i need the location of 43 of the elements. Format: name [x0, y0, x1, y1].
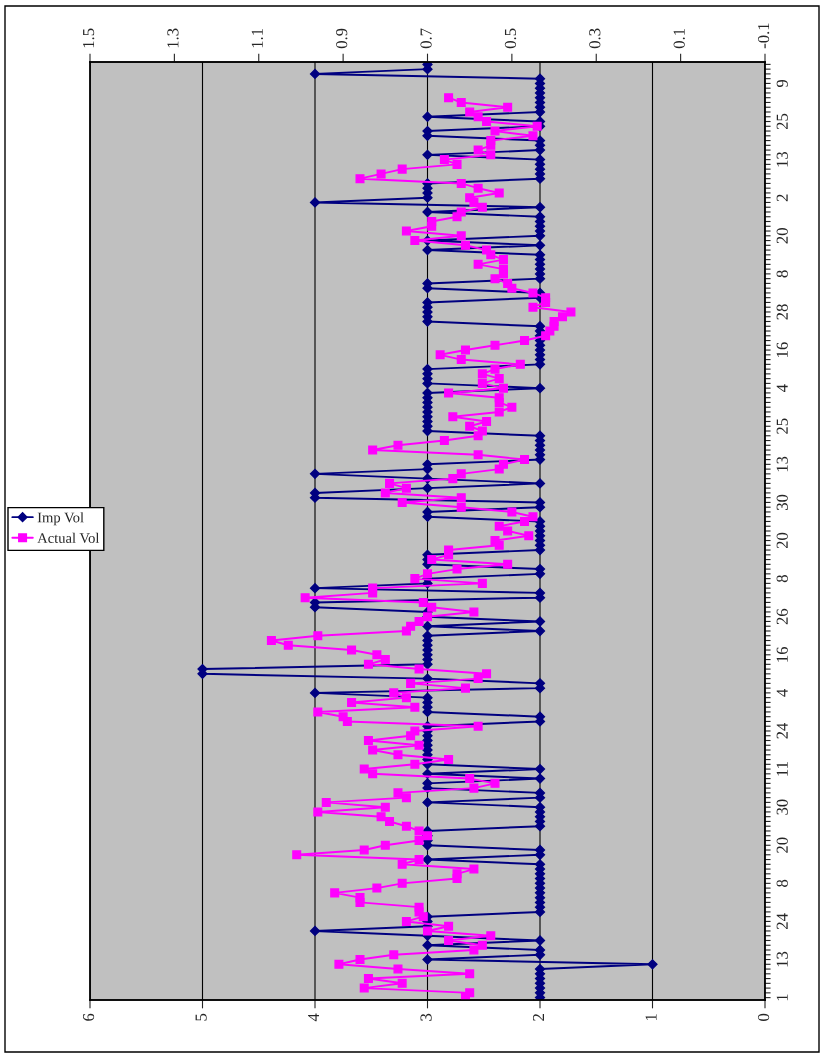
- y-tick-label: 4: [776, 384, 788, 392]
- y-tick-label: 16: [776, 342, 788, 357]
- y-tick-label: 8: [776, 879, 788, 887]
- x-tick-label: 6: [82, 1013, 95, 1021]
- y-tick-label: 11: [776, 762, 788, 776]
- x-tick-label: 0: [757, 1013, 770, 1021]
- x2-tick-label: 0.5: [504, 28, 517, 49]
- y-tick-label: 24: [776, 913, 788, 930]
- x-tick-label: 5: [195, 1013, 207, 1021]
- y-tick-label: 1: [776, 994, 788, 1001]
- x2-tick-label: -0.1: [757, 23, 770, 49]
- y-tick-label: 25: [776, 418, 788, 434]
- y-tick-label: 24: [776, 722, 788, 739]
- y-tick-label: 8: [776, 575, 788, 583]
- x2-tick-label: 1.5: [83, 28, 95, 48]
- y-tick-label: 25: [776, 113, 788, 130]
- y-tick-label: 16: [776, 646, 788, 662]
- y-tick-label: 13: [776, 456, 788, 472]
- x2-tick-label: 0.7: [420, 28, 432, 49]
- y-tick-label: 26: [776, 608, 788, 625]
- y-tick-label: 13: [776, 151, 788, 167]
- x-tick-label: 4: [308, 1013, 320, 1022]
- x-tick-label: 2: [532, 1014, 545, 1021]
- y-tick-label: 13: [776, 951, 788, 967]
- x-tick-label: 3: [420, 1013, 432, 1021]
- y-tick-label: 20: [776, 532, 788, 549]
- legend-label: Imp Vol: [37, 512, 84, 526]
- x2-tick-label: 0.3: [589, 28, 601, 49]
- y-tick-label: 30: [776, 494, 788, 510]
- x2-tick-label: 1.3: [167, 28, 179, 48]
- y-tick-label: 28: [776, 304, 788, 320]
- legend-label: Actual Vol: [37, 532, 100, 544]
- y-tick-label: 30: [776, 799, 788, 815]
- y-tick-label: 20: [776, 228, 788, 244]
- x2-tick-label: 0.9: [336, 28, 348, 49]
- y-tick-label: 2: [776, 194, 788, 202]
- y-tick-label: 20: [776, 837, 788, 853]
- x2-tick-label: 1.1: [251, 28, 263, 48]
- y-tick-label: 4: [776, 688, 788, 697]
- x2-tick-label: 0.1: [673, 28, 685, 49]
- x-tick-label: 1: [645, 1014, 657, 1021]
- y-tick-label: 9: [776, 79, 788, 88]
- y-tick-label: 8: [776, 270, 788, 278]
